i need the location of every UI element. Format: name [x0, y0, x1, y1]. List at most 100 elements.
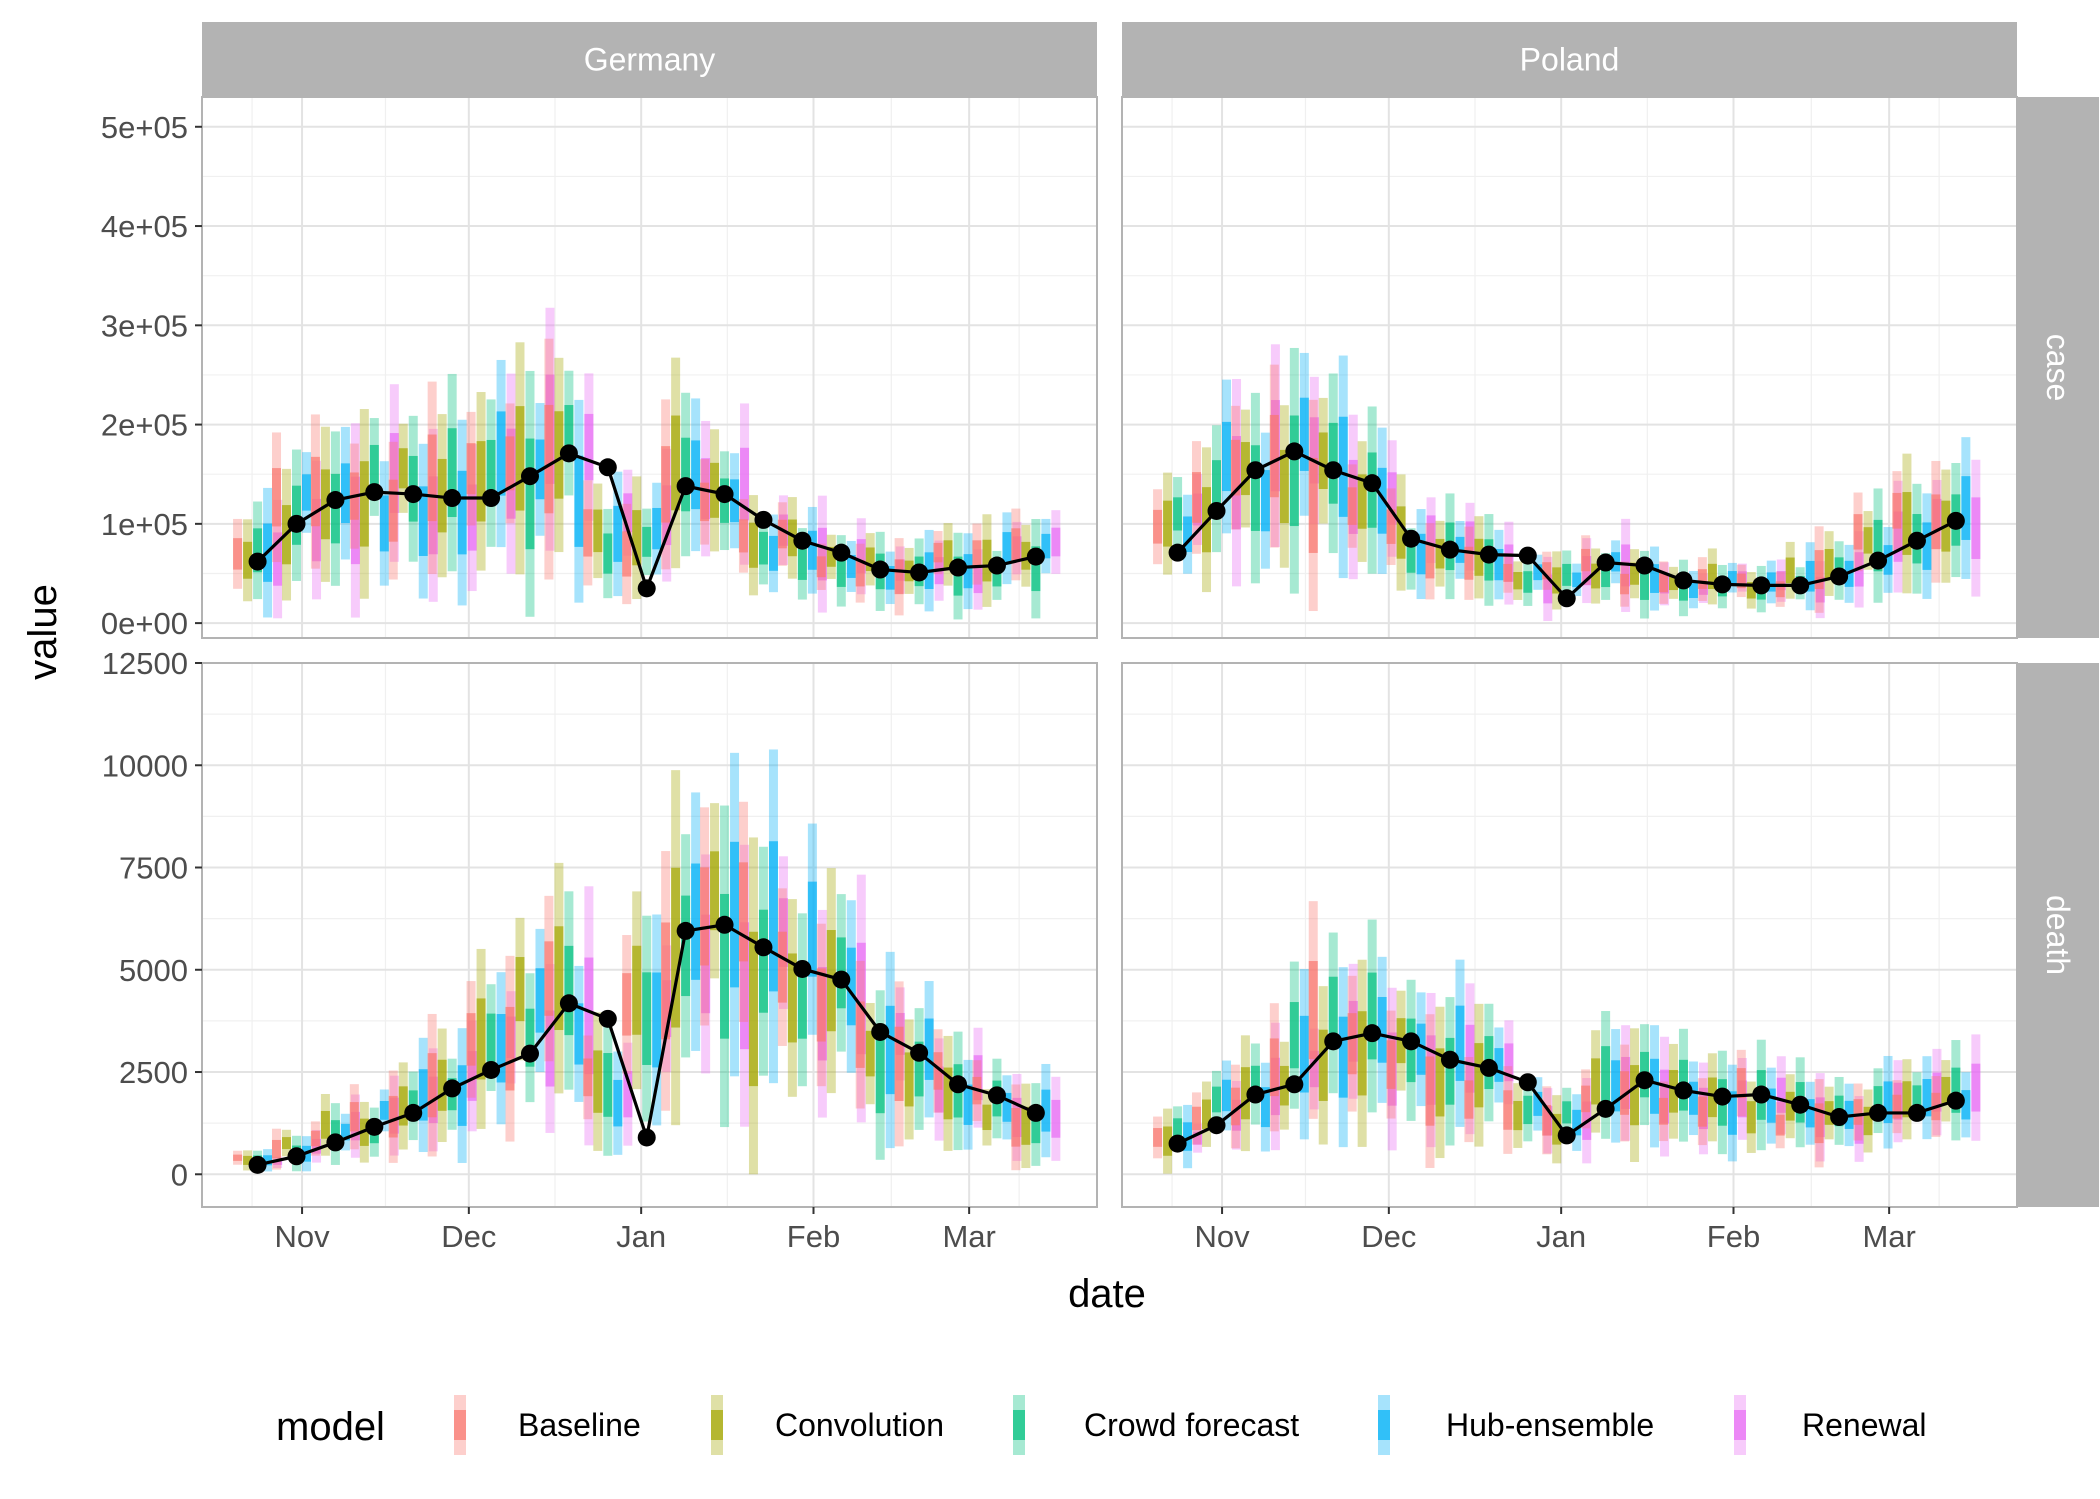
- legend-item-convolution: Convolution: [711, 1395, 944, 1455]
- forecast-interval-inner: [1727, 571, 1737, 585]
- observed-point: [1713, 575, 1732, 594]
- forecast-interval-inner: [982, 539, 992, 582]
- forecast-interval-inner: [1853, 514, 1863, 550]
- forecast-interval-inner: [1416, 1023, 1426, 1075]
- forecast-interval-inner: [1347, 487, 1357, 525]
- forecast-interval-inner: [1445, 1037, 1455, 1105]
- forecast-interval-inner: [1630, 1065, 1640, 1126]
- observed-point: [1907, 531, 1926, 550]
- forecast-interval-inner: [904, 1052, 914, 1107]
- forecast-interval-inner: [1318, 1029, 1328, 1101]
- forecast-interval-inner: [748, 522, 758, 568]
- panel-germany-death: [201, 662, 1098, 1208]
- forecast-interval-inner: [1785, 1091, 1795, 1121]
- forecast-interval-inner: [855, 559, 865, 587]
- forecast-interval-inner: [1406, 1018, 1416, 1083]
- observed-point: [1791, 1095, 1810, 1114]
- forecast-interval-inner: [1002, 1092, 1012, 1122]
- forecast-interval-inner: [427, 434, 437, 522]
- forecast-interval-inner: [1591, 563, 1601, 589]
- panels-layer: [201, 96, 2018, 1208]
- forecast-interval-inner: [642, 972, 652, 1065]
- forecast-interval-inner: [1533, 1091, 1543, 1116]
- observed-point: [1168, 543, 1187, 562]
- strip-case: [2017, 97, 2099, 638]
- forecast-interval-inner: [1814, 550, 1824, 590]
- forecast-interval-inner: [515, 406, 525, 511]
- forecast-interval-inner: [1503, 1090, 1513, 1130]
- forecast-interval-inner: [1338, 1016, 1348, 1098]
- observed-point: [1518, 546, 1537, 565]
- forecast-interval-inner: [1581, 1085, 1591, 1113]
- forecast-interval-inner: [1318, 432, 1328, 489]
- strip-label-case: case: [2040, 334, 2076, 402]
- observed-point: [1363, 1024, 1382, 1043]
- observed-point: [1596, 553, 1615, 572]
- forecast-interval-inner: [1504, 544, 1514, 582]
- forecast-interval-inner: [302, 474, 312, 511]
- forecast-interval-inner: [1601, 566, 1611, 588]
- forecast-interval-inner: [312, 498, 322, 562]
- observed-point: [871, 560, 890, 579]
- forecast-interval-inner: [787, 953, 797, 1043]
- observed-point: [1402, 529, 1421, 548]
- forecast-interval-inner: [1357, 474, 1367, 529]
- forecast-interval-inner: [1815, 576, 1825, 603]
- forecast-interval-inner: [1494, 1048, 1504, 1082]
- forecast-interval-inner: [1707, 1077, 1717, 1118]
- forecast-interval-inner: [894, 1026, 904, 1101]
- panel-germany-case: [201, 96, 1098, 639]
- observed-point: [520, 467, 539, 486]
- forecast-interval-inner: [933, 542, 943, 563]
- forecast-interval-inner: [856, 539, 866, 574]
- forecast-interval-inner: [1883, 545, 1893, 575]
- strip-germany: [202, 22, 1097, 97]
- observed-point: [949, 1075, 968, 1094]
- forecast-interval-inner: [1021, 541, 1031, 570]
- forecast-interval-inner: [1922, 1079, 1932, 1117]
- forecast-interval-inner: [972, 540, 982, 568]
- forecast-interval-inner: [1021, 1106, 1031, 1145]
- observed-point: [1324, 461, 1343, 480]
- forecast-interval-inner: [554, 411, 564, 499]
- forecast-interval-inner: [1591, 1058, 1601, 1105]
- forecast-interval-inner: [963, 554, 973, 589]
- observed-point: [482, 1060, 501, 1079]
- forecast-interval-inner: [1543, 574, 1553, 604]
- forecast-interval-inner: [1250, 445, 1260, 531]
- forecast-interval-inner: [1581, 548, 1591, 572]
- forecast-interval-inner: [1465, 521, 1475, 552]
- forecast-interval-inner: [1299, 1015, 1309, 1093]
- forecast-interval-inner: [603, 533, 613, 574]
- observed-point: [637, 579, 656, 598]
- forecast-interval-inner: [1367, 972, 1377, 1060]
- observed-point: [482, 489, 501, 508]
- forecast-interval-inner: [943, 1067, 953, 1120]
- forecast-interval-inner: [1736, 573, 1746, 589]
- observed-point: [1440, 540, 1459, 559]
- forecast-interval-inner: [943, 540, 953, 569]
- forecast-interval-inner: [1542, 562, 1552, 580]
- forecast-interval-inner: [418, 486, 428, 556]
- forecast-interval-inner: [263, 1155, 273, 1166]
- y-tick-label: 4e+05: [101, 209, 188, 244]
- forecast-interval-inner: [1523, 1095, 1533, 1125]
- forecast-interval-inner: [652, 507, 662, 550]
- forecast-interval-inner: [1309, 417, 1319, 484]
- observed-point: [1026, 1103, 1045, 1122]
- forecast-interval-inner: [310, 456, 320, 527]
- forecast-interval-inner: [1736, 1068, 1746, 1099]
- forecast-interval-inner: [1775, 1114, 1785, 1136]
- strip-death: [2017, 663, 2099, 1207]
- forecast-interval-inner: [515, 957, 525, 1022]
- forecast-interval-inner: [1971, 497, 1981, 559]
- legend: model Baseline Convolution Crowd forecast H…: [276, 1395, 1927, 1455]
- observed-point: [365, 1117, 384, 1136]
- observed-point: [910, 1043, 929, 1062]
- forecast-interval-inner: [1688, 581, 1698, 599]
- forecast-interval-inner: [1814, 1103, 1824, 1144]
- forecast-interval-inner: [437, 1059, 447, 1111]
- observed-point: [1479, 1058, 1498, 1077]
- observed-point: [598, 1009, 617, 1028]
